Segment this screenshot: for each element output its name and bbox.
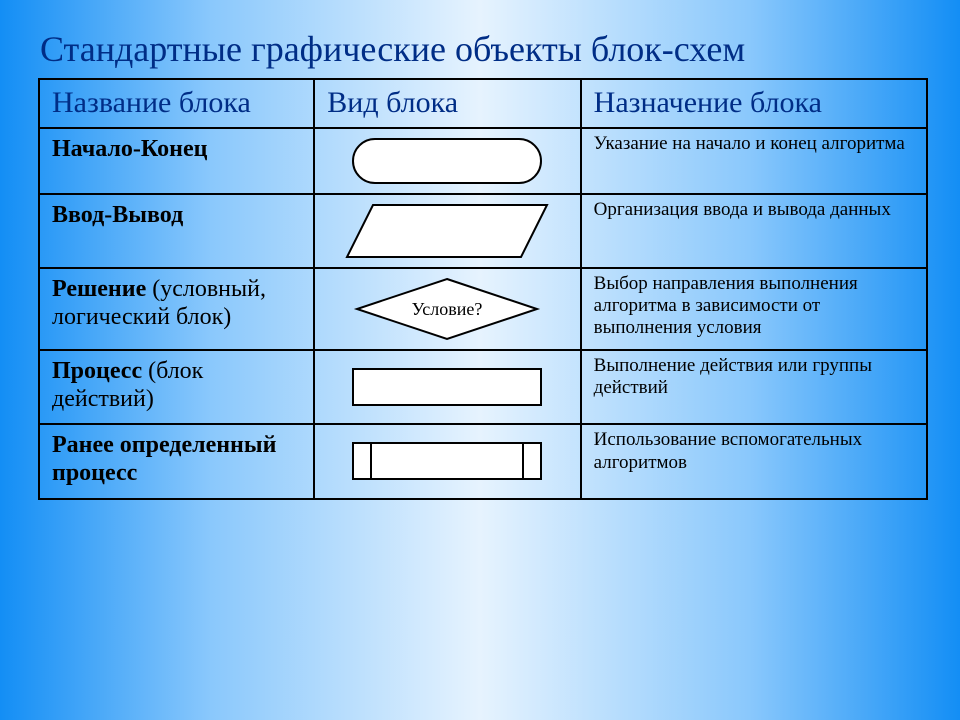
row-name: Начало-Конец (39, 128, 314, 194)
parallelogram-icon (319, 201, 575, 261)
flowchart-shapes-table: Название блока Вид блока Назначение блок… (38, 78, 928, 500)
row-name-bold: Процесс (52, 358, 142, 384)
row-name: Ввод-Вывод (39, 194, 314, 268)
row-desc: Организация ввода и вывода данных (581, 194, 927, 268)
row-name: Процесс (блок действий) (39, 350, 314, 425)
row-name: Решение (условный, логический блок) (39, 268, 314, 350)
row-desc: Выбор направления выполнения алгоритма в… (581, 268, 927, 350)
table-row: Ввод-Вывод Организация ввода и вывода да… (39, 194, 927, 268)
shape-cell (314, 128, 580, 194)
table-row: Ранее определенный процесс Использование… (39, 424, 927, 499)
col-header-name: Название блока (39, 79, 314, 128)
shape-cell (314, 194, 580, 268)
row-name: Ранее определенный процесс (39, 424, 314, 499)
table-row: Процесс (блок действий) Выполнение дейст… (39, 350, 927, 425)
predefined-process-icon (319, 439, 575, 483)
col-header-shape: Вид блока (314, 79, 580, 128)
row-desc: Выполнение действия или группы действий (581, 350, 927, 425)
row-name-bold: Начало-Конец (52, 136, 207, 162)
shape-cell: Условие? (314, 268, 580, 350)
diamond-icon: Условие? (319, 275, 575, 343)
col-header-purpose: Назначение блока (581, 79, 927, 128)
table-row: Начало-Конец Указание на начало и конец … (39, 128, 927, 194)
slide: Стандартные графические объекты блок-схе… (0, 0, 960, 720)
table-wrapper: Название блока Вид блока Назначение блок… (38, 78, 928, 500)
shape-cell (314, 424, 580, 499)
svg-text:Условие?: Условие? (412, 299, 483, 319)
page-title: Стандартные графические объекты блок-схе… (0, 0, 960, 78)
row-name-bold: Ввод-Вывод (52, 202, 183, 228)
rectangle-icon (319, 365, 575, 409)
row-name-bold: Ранее определенный процесс (52, 432, 276, 486)
row-name-bold: Решение (52, 276, 146, 302)
table-header-row: Название блока Вид блока Назначение блок… (39, 79, 927, 128)
row-desc: Указание на начало и конец алгоритма (581, 128, 927, 194)
terminator-icon (319, 135, 575, 187)
shape-cell (314, 350, 580, 425)
row-desc: Использование вспомогательных алгоритмов (581, 424, 927, 499)
table-row: Решение (условный, логический блок) Усло… (39, 268, 927, 350)
